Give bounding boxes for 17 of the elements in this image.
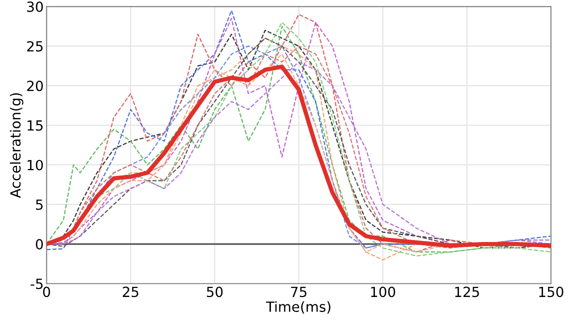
- y-tick-label: 25: [27, 41, 43, 52]
- x-tick-label: 100: [371, 286, 396, 298]
- y-tick-label: -5: [30, 278, 43, 290]
- y-tick-label: 20: [27, 80, 43, 92]
- y-tick-label: 10: [28, 160, 43, 170]
- x-tick-label: 0: [43, 286, 50, 298]
- x-tick-label: 150: [539, 286, 564, 298]
- y-axis-title: Acceleration(g): [10, 93, 24, 198]
- y-tick-label: 0: [36, 239, 43, 250]
- y-tick-label: 15: [28, 120, 43, 131]
- y-tick-label: 5: [36, 200, 43, 210]
- x-tick-label: 75: [291, 286, 306, 298]
- y-tick-label: 30: [27, 1, 43, 12]
- x-tick-label: 125: [455, 286, 479, 298]
- x-axis-title: Time(ms): [266, 301, 330, 314]
- x-tick-label: 25: [122, 286, 138, 298]
- x-tick-label: 50: [206, 286, 223, 298]
